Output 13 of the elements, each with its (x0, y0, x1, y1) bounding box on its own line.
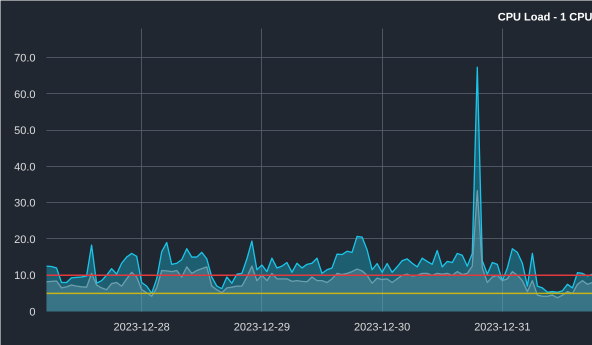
x-tick-label: 2023-12-28 (114, 322, 170, 334)
y-tick-label: 0 (29, 306, 36, 318)
y-tick-label: 30.0 (14, 198, 36, 210)
x-tick-label: 2023-12-29 (234, 322, 290, 334)
y-tick-label: 20.0 (14, 234, 36, 246)
y-tick-label: 50.0 (14, 125, 36, 138)
y-tick-label: 70.0 (14, 52, 36, 65)
y-tick-label: 10.0 (14, 270, 36, 282)
x-tick-label: 2023-12-30 (354, 322, 410, 334)
y-tick-label: 40.0 (14, 161, 36, 174)
chart-title: CPU Load - 1 CPU (498, 12, 592, 24)
y-tick-label: 60.0 (14, 88, 36, 101)
x-tick-label: 2023-12-31 (474, 322, 530, 334)
